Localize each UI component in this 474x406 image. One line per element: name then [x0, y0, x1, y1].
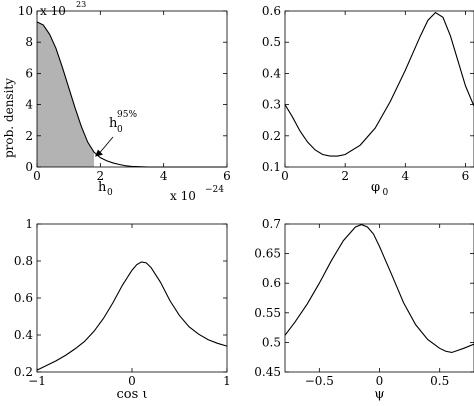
x-axis-label-subscript: 0 — [107, 188, 113, 198]
x-axis-label-subscript: 0 — [383, 188, 389, 198]
y-axis-label: prob. density — [2, 78, 16, 158]
x-tick-label: 0 — [128, 374, 136, 388]
y-tick-label: 0.45 — [254, 365, 281, 379]
x-axis-label: h — [98, 180, 107, 195]
y-tick-label: 0.65 — [254, 247, 281, 261]
x-tick-label: 2 — [97, 169, 105, 183]
y-tick-label: 0.8 — [14, 254, 33, 268]
y-tick-label: 8 — [25, 35, 33, 49]
x-tick-label: 6 — [462, 169, 470, 183]
panel-psi: −0.5 0 0.5 0.45 0.5 0.55 0.6 0.65 0.7 ψ — [254, 217, 474, 402]
series-line — [284, 223, 474, 354]
y-tick-label: 0.5 — [262, 335, 281, 349]
x-tick-label: 4 — [160, 169, 168, 183]
x-tick-label: 0 — [376, 374, 384, 388]
y-tick-label: 0 — [25, 160, 33, 174]
y-tick-label: 0.3 — [262, 98, 281, 112]
y-tick-label: 0.1 — [262, 160, 281, 174]
y-exponent-value: 23 — [76, 0, 86, 9]
panel-phi0: 0 2 4 60.10.20.30.40.50.6φ 0 — [262, 4, 474, 198]
x-tick-label: 1 — [223, 374, 231, 388]
axes-frame — [36, 10, 228, 168]
x-axis-label: cos ι — [116, 387, 147, 402]
y-tick-label: 10 — [18, 4, 33, 18]
annotation-arrow — [98, 136, 114, 154]
y-tick-label: 6 — [25, 66, 33, 80]
x-tick-label: 0.5 — [430, 374, 449, 388]
y-tick-label: 0.4 — [14, 328, 33, 342]
annotation-superscript: 95% — [117, 110, 137, 120]
y-tick-label: 0.2 — [14, 365, 33, 379]
x-tick-label: −0.5 — [305, 374, 334, 388]
panel-cosi: −1 0 1 0.2 0.4 0.6 0.8 1 cos ι — [14, 217, 231, 402]
y-tick-label: 2 — [25, 129, 33, 143]
series-line — [36, 261, 228, 371]
axes-frame — [284, 10, 474, 168]
x-axis-label: ψ — [374, 387, 384, 402]
x-exponent-value: −24 — [205, 185, 224, 195]
series-line — [284, 11, 474, 157]
annotation-label: h — [109, 116, 118, 131]
y-tick-label: 0.6 — [262, 276, 281, 290]
y-tick-label: 0.5 — [262, 35, 281, 49]
x-tick-label: 4 — [402, 169, 410, 183]
annotation-arrowhead — [95, 149, 103, 157]
axes-frame — [36, 223, 228, 373]
y-tick-label: 1 — [25, 217, 33, 231]
x-tick-label: 2 — [341, 169, 349, 183]
y-tick-label: 0.6 — [14, 291, 33, 305]
x-tick-label: 0 — [281, 169, 289, 183]
x-exponent-label: x 10 — [170, 189, 196, 203]
x-tick-label: −1 — [28, 374, 46, 388]
x-tick-label: 0 — [33, 169, 41, 183]
y-tick-label: 0.4 — [262, 66, 281, 80]
x-axis-label: φ — [371, 180, 380, 195]
y-tick-label: 4 — [25, 98, 33, 112]
x-tick-label: 6 — [223, 169, 231, 183]
shaded-area — [37, 21, 94, 168]
y-tick-label: 0.2 — [262, 129, 281, 143]
y-exponent-label: x 10 — [40, 4, 66, 18]
y-tick-label: 0.55 — [254, 306, 281, 320]
annotation-subscript: 0 — [117, 125, 123, 135]
y-tick-label: 0.6 — [262, 4, 281, 18]
y-tick-label: 0.7 — [262, 217, 281, 231]
